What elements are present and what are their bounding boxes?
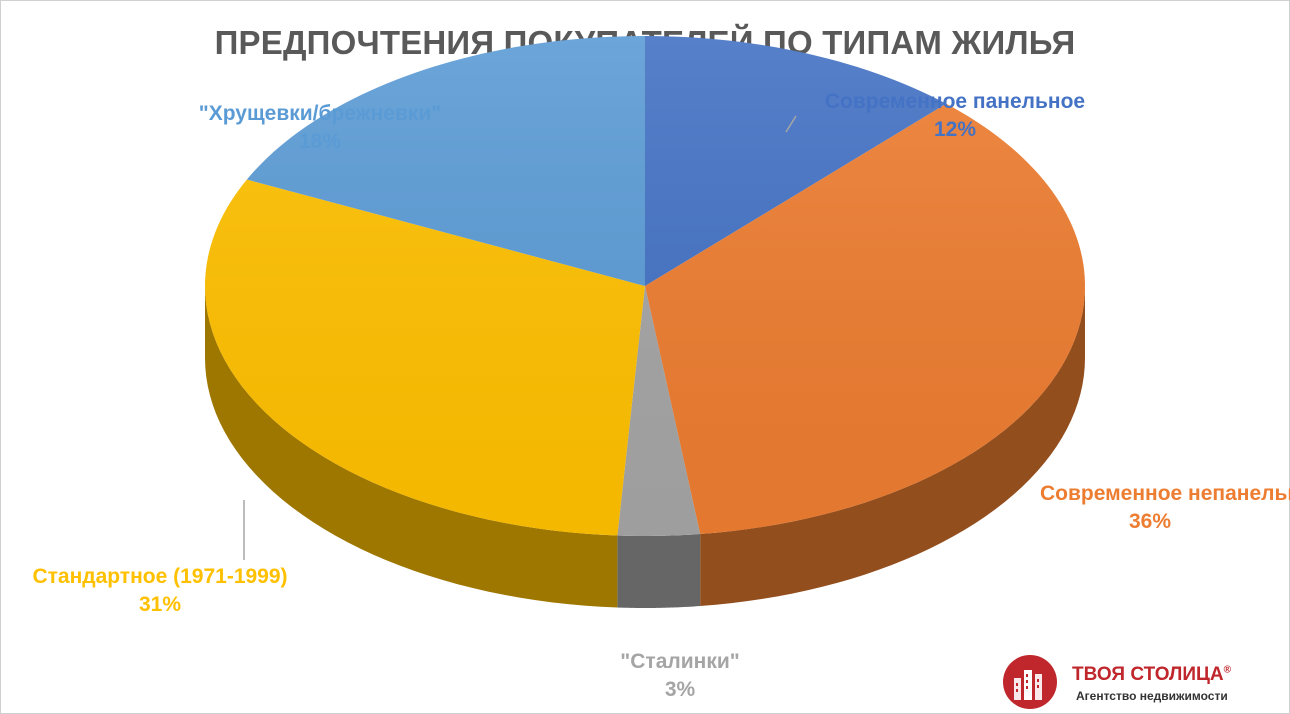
slice-label-stalinki: "Сталинки" 3% xyxy=(560,648,800,704)
slice-name: "Хрущевки/брежневки" xyxy=(198,102,442,125)
brand-name: ТВОЯ СТОЛИЦА® xyxy=(1072,664,1231,686)
slice-percent: 12% xyxy=(933,118,977,141)
building-logo-icon xyxy=(1003,655,1057,709)
slice-name: Современное непанельное xyxy=(1040,482,1290,505)
slice-label-standard: Стандартное (1971-1999) 31% xyxy=(0,563,320,619)
slice-label-modern-panel: Современное панельное 12% xyxy=(800,88,1110,144)
pie-side-modern-nonpanel xyxy=(700,286,1085,607)
slice-percent: 3% xyxy=(664,678,696,701)
pie-top-sheen xyxy=(205,36,1085,536)
slice-percent: 31% xyxy=(138,593,182,616)
brand-logo: ТВОЯ СТОЛИЦА® Агентство недвижимости xyxy=(1002,654,1282,710)
registered-mark: ® xyxy=(1223,664,1231,676)
brand-tagline: Агентство недвижимости xyxy=(1076,689,1228,703)
slice-name: Современное панельное xyxy=(824,90,1086,113)
brand-name-text: ТВОЯ СТОЛИЦА xyxy=(1072,664,1224,685)
slice-percent: 36% xyxy=(1128,510,1172,533)
leader-line-modern-panel xyxy=(785,115,797,133)
slice-name: Стандартное (1971-1999) xyxy=(32,565,288,588)
slice-label-modern-nonpanel: Современное непанельное 36% xyxy=(1040,480,1290,536)
slice-label-khrushchevki: "Хрущевки/брежневки" 18% xyxy=(160,100,480,156)
pie-side-stalinki xyxy=(617,534,701,608)
slice-name: "Сталинки" xyxy=(620,650,740,673)
pie-side-standard xyxy=(205,286,618,608)
slice-percent: 18% xyxy=(298,130,342,153)
